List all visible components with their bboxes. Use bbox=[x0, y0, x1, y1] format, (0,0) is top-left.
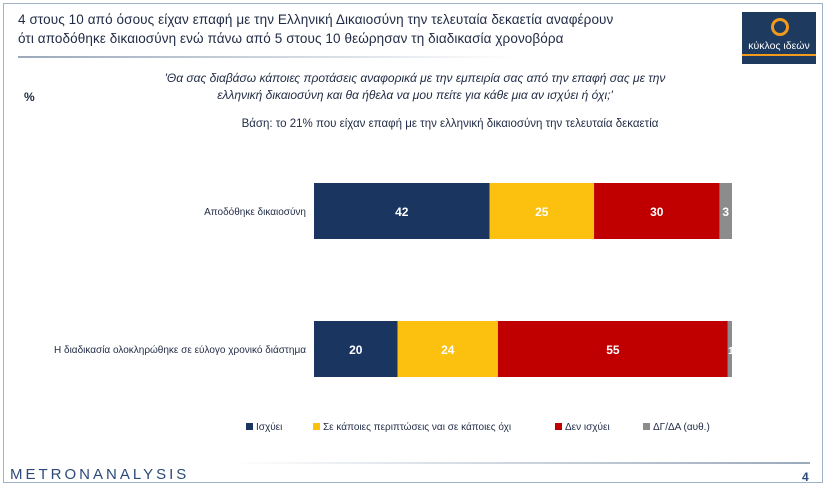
bar-segment-0-2 bbox=[594, 183, 720, 239]
bar-segment-0-1 bbox=[489, 183, 595, 239]
data-label-1-1: 24 bbox=[441, 343, 455, 357]
slide-headline: 4 στους 10 από όσους είχαν επαφή με την … bbox=[18, 10, 718, 48]
legend-swatch-2 bbox=[555, 423, 562, 430]
bar-segment-1-2 bbox=[497, 321, 728, 377]
legend-swatch-0 bbox=[246, 423, 253, 430]
logo-accent-bar bbox=[742, 54, 816, 56]
metron-analysis-logo: METRONANALYSIS bbox=[10, 466, 190, 483]
percent-label: % bbox=[24, 90, 35, 104]
bar-segment-0-0 bbox=[314, 183, 490, 239]
data-label-1-0: 20 bbox=[349, 343, 363, 357]
data-label-0-3: 3 bbox=[722, 205, 729, 219]
bar-segment-0-3 bbox=[719, 183, 732, 239]
legend-swatch-3 bbox=[643, 423, 650, 430]
data-label-1-2: 55 bbox=[606, 343, 620, 357]
bar-segment-1-1 bbox=[397, 321, 498, 377]
headline-line-1: 4 στους 10 από όσους είχαν επαφή με την … bbox=[18, 12, 614, 27]
question-line-2: ελληνική δικαιοσύνη και θα ήθελα να μου … bbox=[217, 88, 613, 102]
data-label-0-1: 25 bbox=[535, 205, 549, 219]
headline-line-2: ότι αποδόθηκε δικαιοσύνη ενώ πάνω από 5 … bbox=[18, 31, 564, 46]
data-label-1-3: 1 bbox=[728, 346, 734, 357]
category-label-1: Η διαδικασία ολοκληρώθηκε σε εύλογο χρον… bbox=[54, 344, 306, 356]
legend-label-1: Σε κάποιες περιπτώσεις ναι σε κάποιες όχ… bbox=[323, 421, 511, 433]
page-number: 4 bbox=[802, 470, 809, 484]
logo-text: κύκλος ιδεών bbox=[748, 40, 810, 52]
slide-frame bbox=[3, 3, 823, 483]
headline-underline bbox=[18, 56, 518, 58]
data-label-0-2: 30 bbox=[650, 205, 664, 219]
legend-label-3: ΔΓ/ΔΑ (αυθ.) bbox=[653, 422, 710, 433]
question-line-1: 'Θα σας διαβάσω κάποιες προτάσεις αναφορ… bbox=[164, 71, 666, 85]
legend-label-2: Δεν ισχύει bbox=[565, 421, 610, 433]
bar-segment-1-3 bbox=[727, 321, 732, 377]
bar-segment-1-0 bbox=[314, 321, 398, 377]
logo-ring-icon bbox=[771, 18, 789, 36]
survey-question: 'Θα σας διαβάσω κάποιες προτάσεις αναφορ… bbox=[90, 70, 740, 104]
footer-rule bbox=[230, 462, 810, 464]
legend-label-0: Ισχύει bbox=[256, 421, 282, 433]
legend-swatch-1 bbox=[313, 423, 320, 430]
sample-base: Βάση: το 21% που είχαν επαφή με την ελλη… bbox=[241, 118, 659, 130]
kyklos-ideon-logo: κύκλος ιδεών bbox=[742, 12, 816, 64]
category-label-0: Αποδόθηκε δικαιοσύνη bbox=[204, 206, 306, 218]
data-label-0-0: 42 bbox=[395, 205, 409, 219]
